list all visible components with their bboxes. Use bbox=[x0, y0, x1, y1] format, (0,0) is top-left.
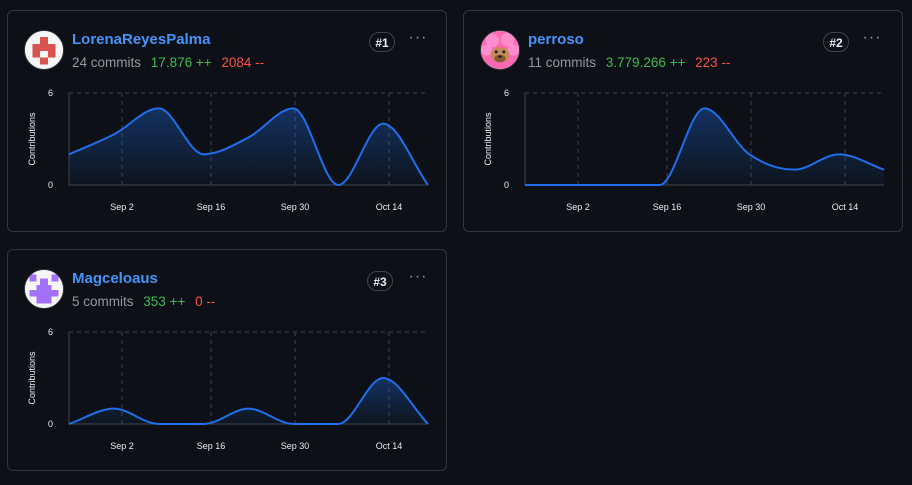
data-point bbox=[380, 375, 386, 381]
pink-dog-avatar-icon[interactable] bbox=[480, 30, 520, 70]
kebab-menu-icon[interactable]: ··· bbox=[408, 268, 428, 285]
commit-count[interactable]: 5 commits bbox=[72, 294, 134, 309]
contributor-username[interactable]: Magceloaus bbox=[72, 270, 158, 287]
x-tick-label: Sep 16 bbox=[197, 441, 226, 451]
contribution-area bbox=[525, 108, 884, 185]
data-point bbox=[567, 182, 573, 188]
contribution-line bbox=[68, 376, 429, 425]
data-point bbox=[836, 151, 842, 157]
contributor-card: Magceloaus 5 commits 353 ++ 0 -- #3 ··· … bbox=[7, 249, 447, 471]
kebab-menu-icon[interactable]: ··· bbox=[408, 29, 428, 46]
deletions-count: 0 -- bbox=[195, 294, 216, 309]
data-point bbox=[246, 134, 252, 140]
data-point bbox=[66, 151, 72, 157]
commit-count[interactable]: 11 commits bbox=[528, 55, 597, 70]
y-tick-label: 0 bbox=[48, 180, 53, 190]
data-point bbox=[612, 182, 618, 188]
contributor-stats: 11 commits 3.779.266 ++ 223 -- bbox=[528, 55, 730, 70]
contribution-line bbox=[68, 107, 429, 187]
x-tick-label: Sep 2 bbox=[110, 202, 134, 212]
x-tick-label: Oct 14 bbox=[376, 441, 403, 451]
data-point bbox=[156, 105, 162, 111]
y-tick-label: 6 bbox=[504, 88, 509, 98]
data-point bbox=[657, 182, 663, 188]
x-tick-label: Sep 2 bbox=[110, 441, 134, 451]
x-tick-label: Oct 14 bbox=[832, 202, 859, 212]
additions-count: 17.876 ++ bbox=[150, 55, 212, 70]
contributor-username[interactable]: LorenaReyesPalma bbox=[72, 31, 211, 48]
y-tick-label: 6 bbox=[48, 88, 53, 98]
rank-badge: #3 bbox=[367, 271, 393, 291]
data-point bbox=[290, 105, 296, 111]
contribution-chart: 6 0 Contributions Sep 2 Sep 16 Sep 30 Oct 14 bbox=[27, 88, 431, 212]
kebab-menu-icon[interactable]: ··· bbox=[862, 29, 882, 46]
data-point bbox=[201, 151, 207, 157]
data-point bbox=[746, 151, 752, 157]
y-axis-label: Contributions bbox=[483, 112, 493, 166]
deletions-count: 2084 -- bbox=[221, 55, 265, 70]
data-point bbox=[246, 406, 252, 412]
data-point bbox=[111, 406, 117, 412]
data-point bbox=[380, 121, 386, 127]
x-tick-label: Oct 14 bbox=[376, 202, 403, 212]
additions-count: 3.779.266 ++ bbox=[605, 55, 686, 70]
contributor-card: LorenaReyesPalma 24 commits 17.876 ++ 20… bbox=[7, 10, 447, 232]
x-tick-label: Sep 30 bbox=[281, 441, 310, 451]
y-tick-label: 0 bbox=[504, 180, 509, 190]
data-point bbox=[335, 421, 341, 427]
x-tick-label: Sep 30 bbox=[281, 202, 310, 212]
x-tick-label: Sep 16 bbox=[197, 202, 226, 212]
data-point bbox=[881, 167, 887, 173]
contributor-stats: 24 commits 17.876 ++ 2084 -- bbox=[72, 55, 264, 70]
y-axis-label: Contributions bbox=[27, 351, 37, 405]
data-point bbox=[425, 182, 431, 188]
data-point bbox=[290, 421, 296, 427]
contributor-stats: 5 commits 353 ++ 0 -- bbox=[72, 294, 215, 309]
contribution-chart: 6 0 Contributions Sep 2 Sep 16 Sep 30 Oct 14 bbox=[483, 88, 887, 212]
contribution-line bbox=[525, 107, 885, 186]
deletions-count: 223 -- bbox=[695, 55, 731, 70]
rank-badge: #2 bbox=[823, 32, 849, 52]
contributor-card: perroso 11 commits 3.779.266 ++ 223 -- #… bbox=[463, 10, 903, 232]
additions-count: 353 ++ bbox=[143, 294, 186, 309]
data-point bbox=[702, 105, 708, 111]
rank-badge: #1 bbox=[369, 32, 395, 52]
data-point bbox=[522, 182, 528, 188]
data-point bbox=[335, 182, 341, 188]
contributor-username[interactable]: perroso bbox=[528, 31, 584, 48]
data-point bbox=[425, 421, 431, 427]
y-axis-label: Contributions bbox=[27, 112, 37, 166]
contribution-chart: 6 0 Contributions Sep 2 Sep 16 Sep 30 Oct 14 bbox=[27, 327, 431, 451]
data-point bbox=[66, 421, 72, 427]
identicon-purple-icon[interactable] bbox=[24, 269, 64, 309]
contribution-area bbox=[69, 378, 428, 424]
x-tick-label: Sep 30 bbox=[737, 202, 766, 212]
x-tick-label: Sep 16 bbox=[653, 202, 682, 212]
x-tick-label: Sep 2 bbox=[566, 202, 590, 212]
data-point bbox=[111, 131, 117, 137]
y-tick-label: 0 bbox=[48, 419, 53, 429]
identicon-red-icon[interactable] bbox=[24, 30, 64, 70]
y-tick-label: 6 bbox=[48, 327, 53, 337]
data-point bbox=[791, 167, 797, 173]
data-point bbox=[201, 421, 207, 427]
commit-count[interactable]: 24 commits bbox=[72, 55, 142, 70]
contribution-area bbox=[69, 108, 428, 185]
data-point bbox=[156, 421, 162, 427]
